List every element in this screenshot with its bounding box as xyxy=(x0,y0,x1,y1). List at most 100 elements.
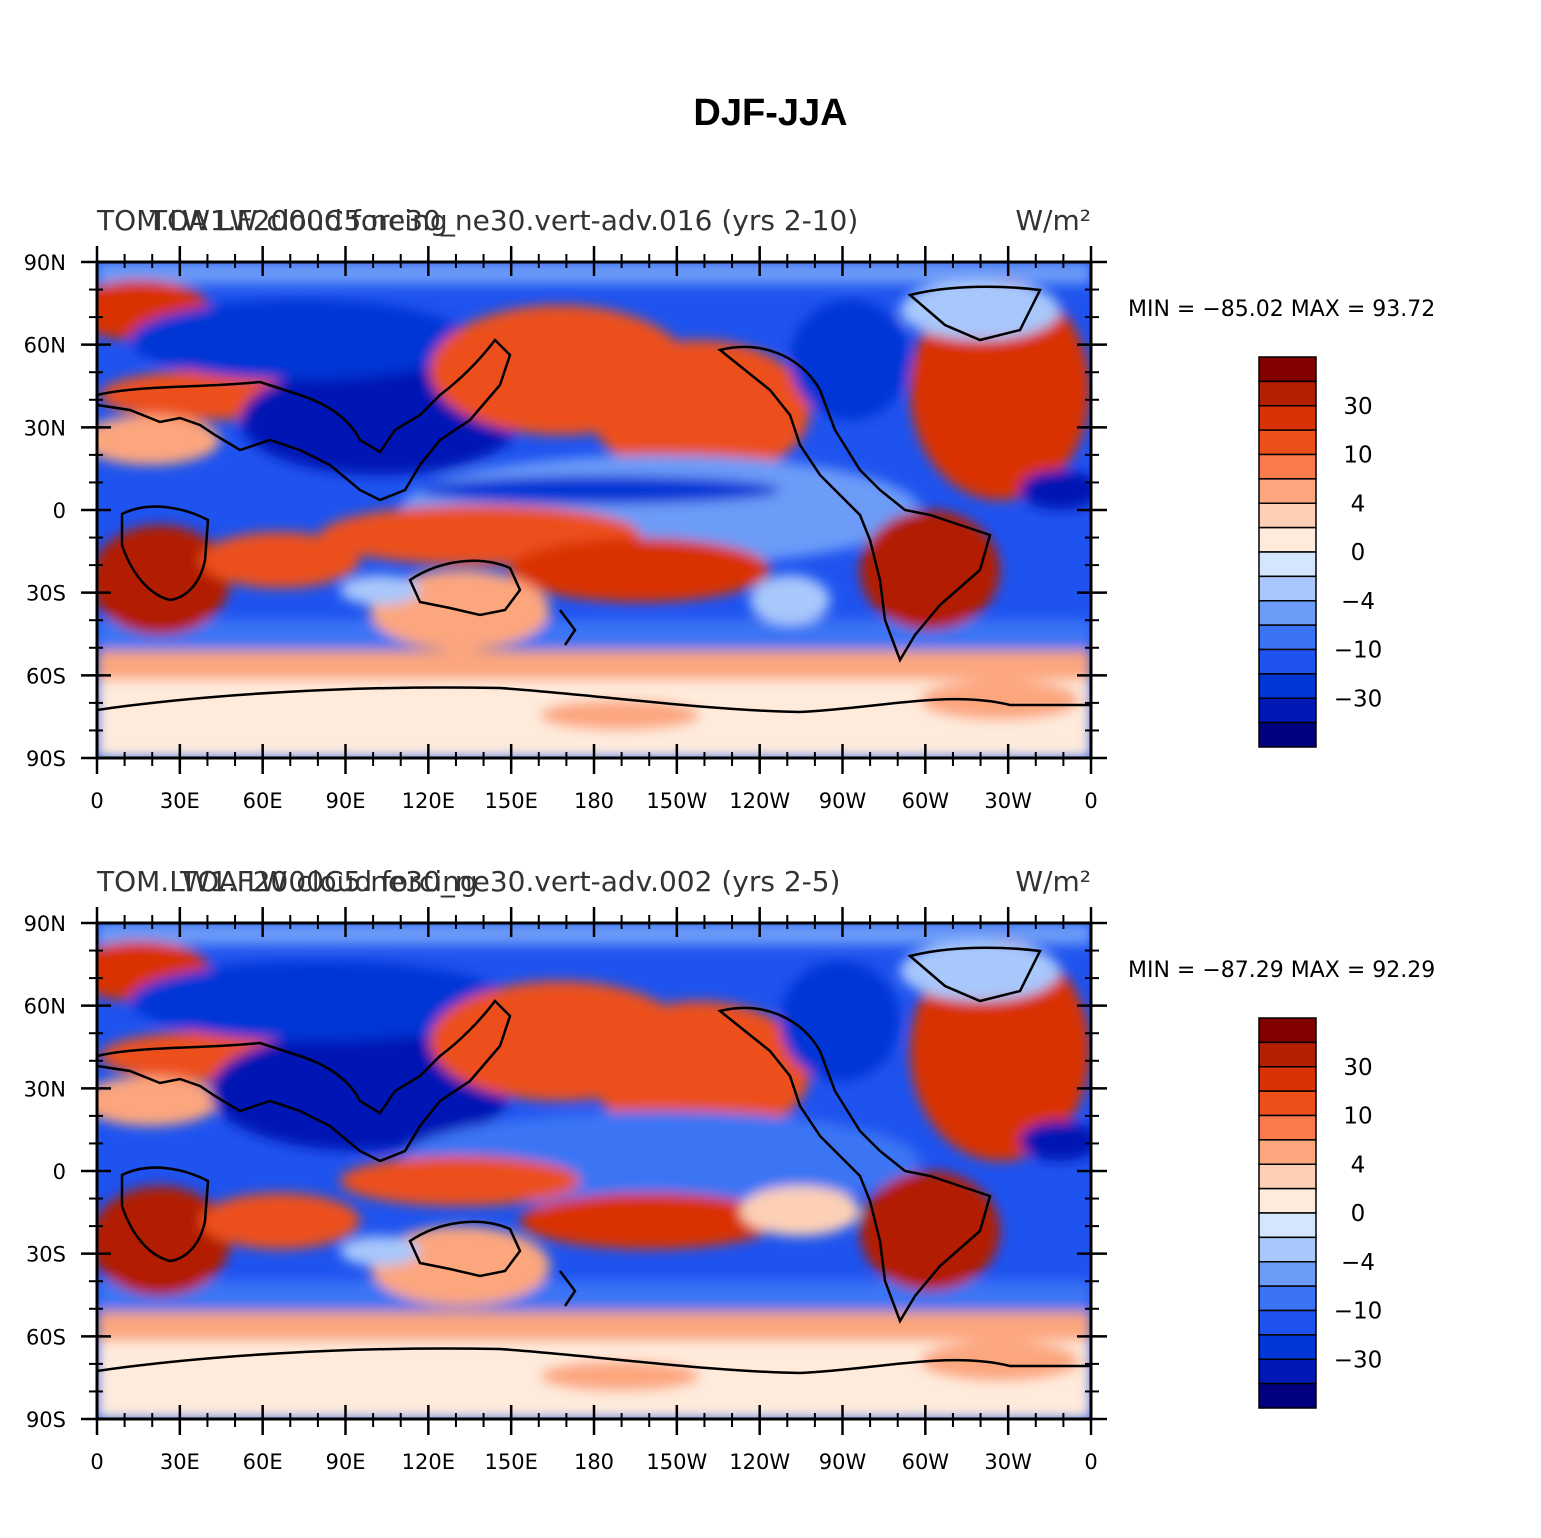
panel-1-lon-label: 30W xyxy=(984,789,1032,813)
panel-1-lat-label: 60S xyxy=(26,664,66,688)
panel-1-colorbar: 30 10 4 0 −4 −10 −30 xyxy=(1258,356,1383,748)
panel-1-lat-label: 30N xyxy=(24,416,66,440)
panel-2-lat-label: 30N xyxy=(24,1077,66,1101)
panel-2-lat-label: 60S xyxy=(26,1325,66,1349)
panel-2-lon-label: 150E xyxy=(484,1450,537,1474)
panel-1-lon-label: 60E xyxy=(243,789,283,813)
panel-1-units: W/m² xyxy=(1015,204,1091,237)
panel-1-min-max: MIN = −85.02 MAX = 93.72 xyxy=(1128,297,1435,322)
panel-2-colorbar-swatch xyxy=(1258,1066,1317,1092)
panel-2-lon-label: 90W xyxy=(819,1450,867,1474)
panel-1-lat-label: 0 xyxy=(53,499,66,523)
panel-1-colorbar-swatch xyxy=(1258,551,1317,578)
map-panel-2: TOM.LW1.F2000C5.ne30_ne30.vert-adv.002 (… xyxy=(24,865,1436,1474)
panel-1-colorbar-swatch xyxy=(1258,380,1317,407)
panel-1-lon-label: 60W xyxy=(902,789,950,813)
panel-1-coastlines xyxy=(97,285,1091,714)
panel-1-lon-label: 120W xyxy=(729,789,790,813)
panel-1-colorbar-swatch xyxy=(1258,453,1317,480)
panel-2-center-title: TOA LW cloud forcing xyxy=(179,865,478,898)
panel-1-lon-label: 150E xyxy=(484,789,537,813)
panel-2-colorbar-label: −4 xyxy=(1341,1250,1375,1276)
panel-2-colorbar-swatch xyxy=(1258,1309,1317,1336)
panel-2-colorbar-swatch xyxy=(1258,1090,1317,1117)
panel-2-colorbar-swatch xyxy=(1258,1017,1317,1044)
panel-1-colorbar-label: −4 xyxy=(1341,589,1375,615)
panel-2-lon-label: 120W xyxy=(729,1450,790,1474)
panel-1-lon-label: 0 xyxy=(1084,789,1097,813)
panel-2-colorbar-label: −30 xyxy=(1334,1347,1383,1373)
panel-2-colorbar-swatch xyxy=(1258,1261,1317,1287)
panel-2-contour-field xyxy=(97,923,1091,1419)
panel-1-colorbar-swatch xyxy=(1258,405,1317,431)
panel-2-colorbar-label: −10 xyxy=(1334,1299,1383,1325)
panel-2-colorbar-swatch xyxy=(1258,1285,1317,1312)
panel-2-min-max: MIN = −87.29 MAX = 92.29 xyxy=(1128,958,1435,983)
panel-2-colorbar-swatch xyxy=(1258,1334,1317,1360)
figure-title: DJF-JJA xyxy=(693,92,848,134)
map-panel-1: TOM.LW1.F2000C5.ne30_ne30.vert-adv.016 (… xyxy=(24,204,1436,813)
panel-1-colorbar-swatch xyxy=(1258,429,1317,456)
panel-1-lon-label: 180 xyxy=(574,789,614,813)
panel-1-colorbar-swatch xyxy=(1258,697,1317,724)
panel-1-colorbar-label: 0 xyxy=(1351,540,1366,566)
panel-1-colorbar-swatch xyxy=(1258,648,1317,675)
panel-2-lon-label: 180 xyxy=(574,1450,614,1474)
panel-1-lat-label: 90S xyxy=(26,747,66,771)
panel-1-colorbar-label: 4 xyxy=(1351,491,1366,517)
panel-1-axes: 90N 60N 30N 0 30S 60S 90S 0 30E 60E 90E 120E 150E 180… xyxy=(24,246,1107,813)
panel-1-lon-label: 150W xyxy=(646,789,707,813)
panel-2-lon-label: 120E xyxy=(402,1450,455,1474)
panel-2-lon-label: 60W xyxy=(902,1450,950,1474)
panel-2-colorbar-swatch xyxy=(1258,1358,1317,1385)
panel-2-colorbar-swatch xyxy=(1258,1382,1317,1409)
panel-2-colorbar-swatch xyxy=(1258,1212,1317,1239)
panel-1-lon-label: 30E xyxy=(160,789,200,813)
panel-1-lon-label: 90E xyxy=(326,789,366,813)
panel-1-lon-label: 0 xyxy=(90,789,103,813)
panel-2-colorbar-swatch xyxy=(1258,1114,1317,1141)
panel-1-left-title: TOM.LW1.F2000C5.ne30_ne30.vert-adv.016 (… xyxy=(96,204,858,237)
panel-1-colorbar-label: 30 xyxy=(1343,394,1372,420)
panel-1-colorbar-swatch xyxy=(1258,600,1317,626)
panel-1-colorbar-swatch xyxy=(1258,721,1317,748)
panel-2-axes: 90N 60N 30N 0 30S 60S 90S 0 30E 60E 90E 120E 150E 180… xyxy=(24,907,1107,1474)
panel-1-contour-field xyxy=(97,262,1091,758)
panel-2-left-title: TOM.LW1.F2000C5.ne30_ne30.vert-adv.002 (… xyxy=(96,865,840,898)
panel-2-lon-label: 0 xyxy=(90,1450,103,1474)
panel-2-colorbar-swatch xyxy=(1258,1041,1317,1068)
panel-1-lat-label: 90N xyxy=(24,251,66,275)
panel-1-colorbar-label: 10 xyxy=(1343,443,1372,469)
panel-2-lon-label: 30E xyxy=(160,1450,200,1474)
panel-2-lat-label: 0 xyxy=(53,1160,66,1184)
panel-2-lon-label: 90E xyxy=(326,1450,366,1474)
panel-1-colorbar-swatch xyxy=(1258,575,1317,602)
panel-2-lon-label: 60E xyxy=(243,1450,283,1474)
panel-1-colorbar-label: −10 xyxy=(1334,638,1383,664)
panel-1-colorbar-swatch xyxy=(1258,502,1317,529)
panel-2-colorbar-swatch xyxy=(1258,1139,1317,1165)
panel-2-colorbar-swatch xyxy=(1258,1236,1317,1263)
panel-2-colorbar-swatch xyxy=(1258,1187,1317,1214)
panel-2-coastlines xyxy=(97,946,1091,1375)
panel-1-lat-label: 30S xyxy=(26,582,66,606)
panel-1-lon-label: 120E xyxy=(402,789,455,813)
panel-2-lat-label: 30S xyxy=(26,1243,66,1267)
panel-2-lat-label: 90N xyxy=(24,912,66,936)
panel-1-colorbar-swatch xyxy=(1258,673,1317,699)
panel-2-colorbar-label: 30 xyxy=(1343,1055,1372,1081)
panel-1-center-title: TOA LW cloud forcing xyxy=(149,204,448,237)
panel-2-lon-label: 0 xyxy=(1084,1450,1097,1474)
panel-2-lon-label: 150W xyxy=(646,1450,707,1474)
panel-2-lat-label: 90S xyxy=(26,1408,66,1432)
panel-2-colorbar-label: 0 xyxy=(1351,1201,1366,1227)
panel-1-colorbar-swatch xyxy=(1258,356,1317,383)
panel-1-lon-label: 90W xyxy=(819,789,867,813)
panel-2-units: W/m² xyxy=(1015,865,1091,898)
panel-1-colorbar-swatch xyxy=(1258,526,1317,553)
panel-2-colorbar-label: 4 xyxy=(1351,1152,1366,1178)
panel-1-lat-label: 60N xyxy=(24,334,66,358)
panel-1-colorbar-label: −30 xyxy=(1334,686,1383,712)
panel-2-lon-label: 30W xyxy=(984,1450,1032,1474)
panel-2-lat-label: 60N xyxy=(24,995,66,1019)
